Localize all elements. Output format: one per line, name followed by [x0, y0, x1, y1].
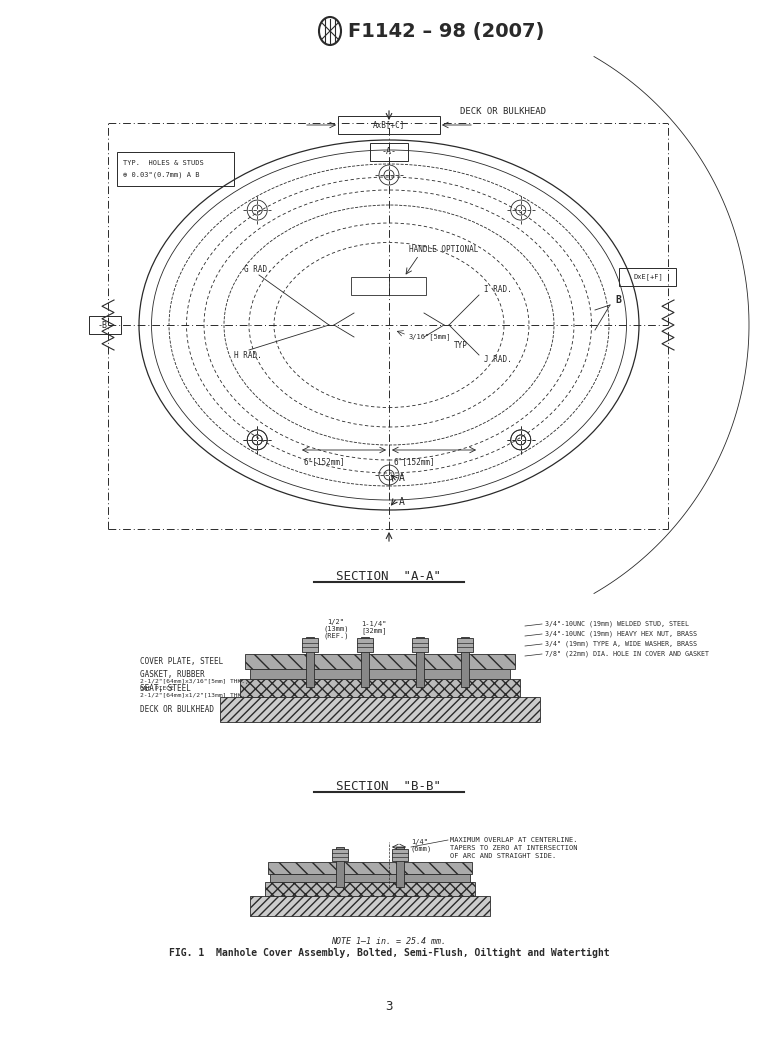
Bar: [240, 679, 520, 697]
Text: 6"[152mm]: 6"[152mm]: [304, 457, 345, 466]
Text: DECK OR BULKHEAD: DECK OR BULKHEAD: [460, 106, 546, 116]
Text: -A-: -A-: [381, 148, 397, 156]
Text: 3/4"-10UNC (19mm) WELDED STUD, STEEL: 3/4"-10UNC (19mm) WELDED STUD, STEEL: [545, 620, 689, 628]
Text: 3: 3: [385, 999, 393, 1013]
Text: I RAD.: I RAD.: [484, 285, 512, 295]
Bar: [361, 637, 369, 687]
Text: AxB[+C]: AxB[+C]: [373, 121, 405, 129]
Text: DxE[+F]: DxE[+F]: [633, 274, 663, 280]
Text: HANDLE OPTIONAL: HANDLE OPTIONAL: [409, 246, 478, 254]
Bar: [268, 862, 472, 874]
Bar: [250, 669, 510, 679]
Bar: [250, 896, 490, 916]
Text: TYP.  HOLES & STUDS: TYP. HOLES & STUDS: [123, 160, 204, 166]
Bar: [302, 638, 318, 652]
Text: (6mm): (6mm): [411, 845, 433, 853]
Text: 3/16"[5mm]: 3/16"[5mm]: [409, 333, 451, 340]
Text: J RAD.: J RAD.: [484, 355, 512, 364]
Text: OF ARC AND STRAIGHT SIDE.: OF ARC AND STRAIGHT SIDE.: [450, 853, 556, 859]
Bar: [412, 638, 428, 652]
Text: MAXIMUM OVERLAP AT CENTERLINE.: MAXIMUM OVERLAP AT CENTERLINE.: [450, 837, 577, 843]
Text: (REF.): (REF.): [323, 633, 349, 639]
Bar: [461, 637, 469, 687]
Bar: [416, 637, 424, 687]
Bar: [357, 638, 373, 652]
Text: SECTION  "A-A": SECTION "A-A": [337, 569, 441, 583]
Text: F1142 – 98 (2007): F1142 – 98 (2007): [348, 22, 545, 41]
Bar: [396, 847, 404, 887]
Text: TYP: TYP: [454, 340, 468, 350]
Bar: [392, 849, 408, 861]
Bar: [336, 847, 344, 887]
Text: NOTE 1—1 in. = 25.4 mm.: NOTE 1—1 in. = 25.4 mm.: [331, 937, 447, 945]
Bar: [245, 654, 515, 669]
Text: -B-: -B-: [97, 321, 113, 330]
Text: G RAD.: G RAD.: [244, 265, 272, 275]
Bar: [306, 637, 314, 687]
Text: 6"[152mm]: 6"[152mm]: [394, 457, 436, 466]
Text: SEAT, STEEL: SEAT, STEEL: [140, 684, 191, 692]
Text: GASKET, RUBBER: GASKET, RUBBER: [140, 669, 205, 679]
Text: H RAD.: H RAD.: [234, 351, 261, 359]
Text: 2-1/2"[64mm]x3/16"[5mm] THK.,: 2-1/2"[64mm]x3/16"[5mm] THK.,: [140, 679, 249, 684]
Text: DECK OR BULKHEAD: DECK OR BULKHEAD: [140, 705, 214, 714]
Text: ⊕ 0.03"(0.7mm) A B: ⊕ 0.03"(0.7mm) A B: [123, 172, 199, 178]
Text: 1-1/4": 1-1/4": [361, 621, 387, 627]
Text: 1/4": 1/4": [411, 839, 428, 845]
Text: COVER PLATE, STEEL: COVER PLATE, STEEL: [140, 657, 223, 666]
Text: ONE PIECE: ONE PIECE: [140, 686, 173, 690]
Bar: [332, 849, 348, 861]
Text: 1/2": 1/2": [328, 619, 345, 625]
Bar: [457, 638, 473, 652]
Text: 7/8" (22mm) DIA. HOLE IN COVER AND GASKET: 7/8" (22mm) DIA. HOLE IN COVER AND GASKE…: [545, 651, 709, 657]
Text: SECTION  "B-B": SECTION "B-B": [337, 780, 441, 792]
Bar: [220, 697, 540, 722]
Text: (13mm): (13mm): [323, 626, 349, 632]
Text: [32mm]: [32mm]: [361, 628, 387, 634]
Text: A: A: [399, 497, 405, 507]
Text: 2-1/2"[64mm]x1/2"[13mm] THK.: 2-1/2"[64mm]x1/2"[13mm] THK.: [140, 692, 245, 697]
Bar: [352, 277, 426, 295]
Text: B: B: [615, 295, 621, 305]
Text: 3/4"-10UNC (19mm) HEAVY HEX NUT, BRASS: 3/4"-10UNC (19mm) HEAVY HEX NUT, BRASS: [545, 631, 697, 637]
Bar: [265, 882, 475, 896]
Text: TAPERS TO ZERO AT INTERSECTION: TAPERS TO ZERO AT INTERSECTION: [450, 845, 577, 850]
Text: A: A: [399, 473, 405, 483]
Bar: [270, 874, 470, 882]
Text: 3/4" (19mm) TYPE A, WIDE WASHER, BRASS: 3/4" (19mm) TYPE A, WIDE WASHER, BRASS: [545, 641, 697, 648]
Text: FIG. 1  Manhole Cover Assembly, Bolted, Semi-Flush, Oiltight and Watertight: FIG. 1 Manhole Cover Assembly, Bolted, S…: [169, 948, 609, 958]
